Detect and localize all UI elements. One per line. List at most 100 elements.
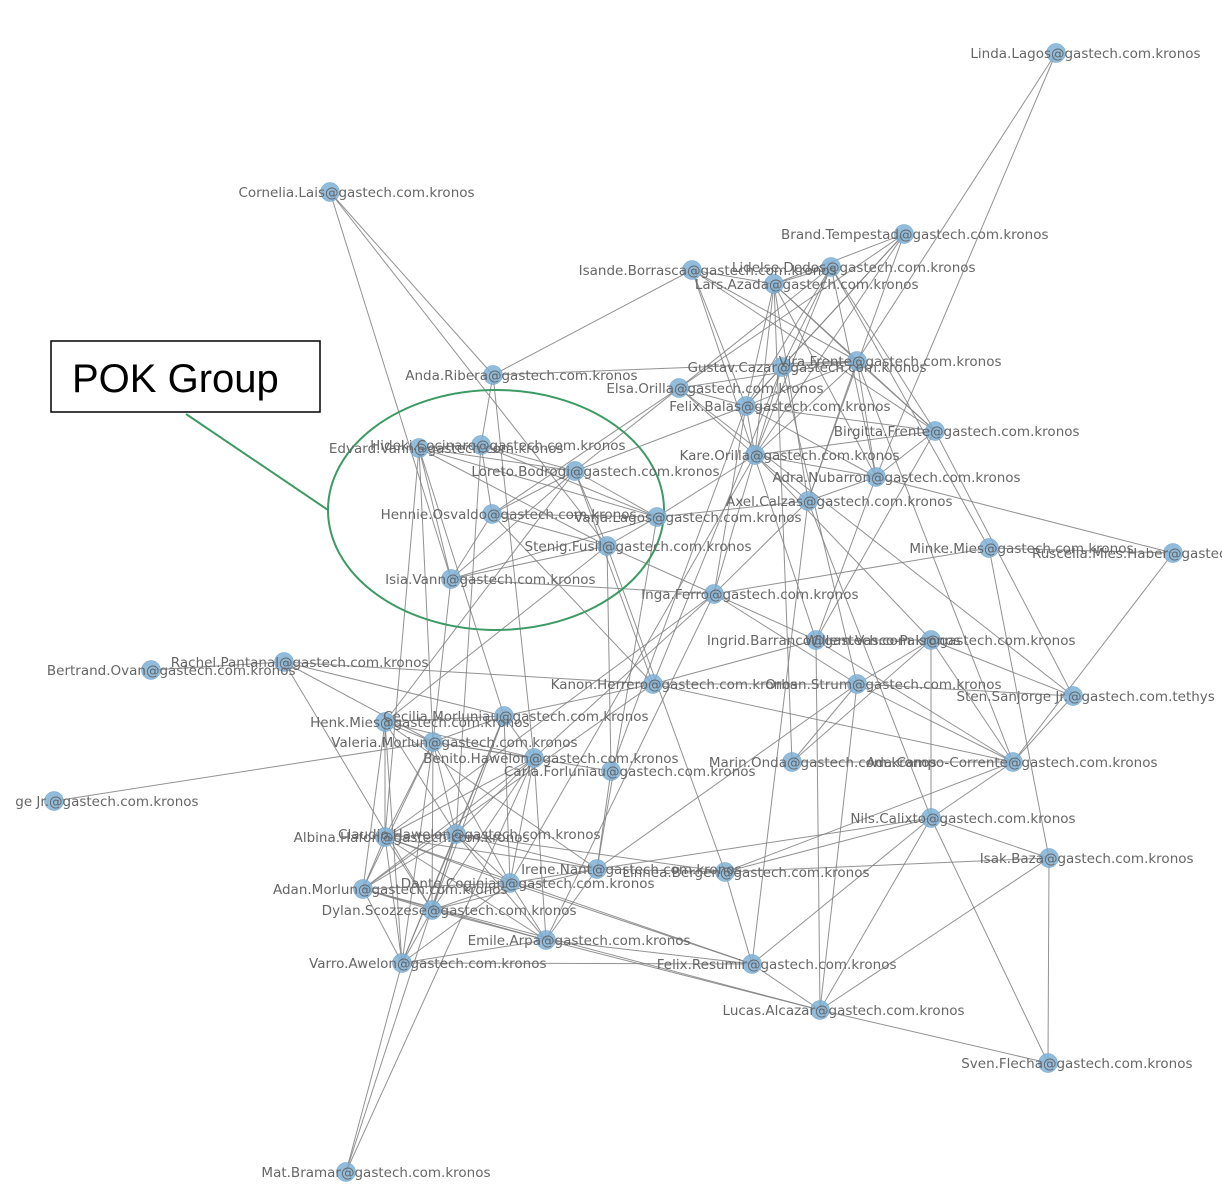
node-lars_azada[interactable]: [764, 274, 784, 294]
node-label-felix_balas: Felix.Balas@gastech.com.kronos: [669, 399, 890, 415]
edge-hennie_osvaldo-kanon_herrero: [491, 513, 654, 685]
node-loreto_bodrogi[interactable]: [565, 461, 585, 481]
edge-isak_baza-sven_flecha: [1047, 857, 1050, 1064]
edge-valeria_morlun-claudio_hawelon: [432, 741, 457, 835]
node-linda_lagos[interactable]: [1046, 43, 1066, 63]
edge-gustav_cazar-vira_frente: [781, 360, 858, 368]
edge-cecilia_morluniau-dylan_scozzese: [431, 715, 505, 911]
edge-ingrid_barranco-ada_campo_corrente: [815, 639, 1014, 763]
node-birgitta_frente[interactable]: [925, 421, 945, 441]
node-inga_ferro[interactable]: [704, 584, 724, 604]
node-ruscella_mies_haber[interactable]: [1163, 543, 1183, 563]
node-label-sven_flecha: Sven.Flecha@gastech.com.kronos: [961, 1056, 1192, 1072]
node-valeria_morlun[interactable]: [423, 732, 443, 752]
node-isak_baza[interactable]: [1039, 848, 1059, 868]
node-ada_campo_corrente[interactable]: [1003, 752, 1023, 772]
edge-inga_ferro-orhan_strum: [713, 593, 858, 685]
node-label-nils_calixto: Nils.Calixto@gastech.com.kronos: [850, 811, 1075, 827]
node-emile_arpa[interactable]: [536, 930, 556, 950]
node-felix_resumir[interactable]: [742, 954, 762, 974]
node-kare_orilla[interactable]: [745, 445, 765, 465]
node-cecilia_morluniau[interactable]: [494, 706, 514, 726]
edge-valeria_morlun-carla_forluniau: [432, 741, 612, 772]
edge-benito_hawelon-albina_hafon: [384, 757, 535, 838]
edge-benito_hawelon-claudio_hawelon: [455, 757, 535, 835]
node-dante_coginian[interactable]: [500, 873, 520, 893]
node-hideki_cocinaro[interactable]: [471, 435, 491, 455]
node-orhan_strum[interactable]: [847, 674, 867, 694]
node-irene_nant[interactable]: [587, 859, 607, 879]
node-sven_flecha[interactable]: [1038, 1053, 1058, 1073]
node-adra_nubarron[interactable]: [866, 467, 886, 487]
node-henk_mies[interactable]: [375, 712, 395, 732]
edge-edvard_vann-hideki_cocinaro: [418, 444, 482, 449]
node-linnea_bergen[interactable]: [715, 862, 735, 882]
node-label-edvard_vann: Edvard.Vann@gastech.com.kronos: [329, 441, 564, 457]
node-gustav_cazar[interactable]: [772, 357, 792, 377]
node-isande_borrasca[interactable]: [682, 260, 702, 280]
node-bertrand_ovan[interactable]: [141, 660, 161, 680]
node-hennie_osvaldo[interactable]: [482, 504, 502, 524]
node-sten_sanjorge_tethys[interactable]: [1063, 686, 1083, 706]
edge-birgitta_frente-adra_nubarron: [875, 430, 936, 478]
node-label-adan_morlun: Adan.Morlun@gastech.com.kronos: [273, 882, 508, 898]
node-mat_bramar[interactable]: [336, 1162, 356, 1182]
node-lucas_alcazar[interactable]: [810, 1000, 830, 1020]
node-cornelia_lais[interactable]: [320, 182, 340, 202]
node-label-carla_forluniau: Carla.Forluniau@gastech.com.kronos: [504, 764, 756, 780]
node-kanon_herrero[interactable]: [643, 674, 663, 694]
edge-mat_bramar-claudio_hawelon: [345, 833, 457, 1173]
edge-benito_hawelon-mat_bramar: [345, 757, 535, 1173]
node-lidelse_dedos[interactable]: [821, 257, 841, 277]
node-label-axel_calzas: Axel.Calzas@gastech.com.kronos: [726, 494, 953, 510]
edge-rachel_pantanal-kanon_herrero: [283, 661, 654, 685]
edge-loreto_bodrogi-hennie_osvaldo: [491, 470, 576, 515]
node-adan_morlun[interactable]: [353, 879, 373, 899]
node-vira_frente[interactable]: [847, 351, 867, 371]
node-sten_sanjorge_kronos[interactable]: [44, 791, 64, 811]
node-label-mat_bramar: Mat.Bramar@gastech.com.kronos: [261, 1165, 490, 1181]
edge-benito_hawelon-emile_arpa: [533, 757, 547, 941]
labels-layer: Linda.Lagos@gastech.com.kronos Cornelia.L…: [15, 46, 1222, 1181]
edge-irene_nant-nils_calixto: [596, 817, 932, 870]
node-axel_calzas[interactable]: [798, 491, 818, 511]
node-varja_lagos[interactable]: [647, 507, 667, 527]
node-albina_hafon[interactable]: [375, 827, 395, 847]
edge-lidelse_dedos-birgitta_frente: [830, 266, 936, 432]
edge-orhan_strum-sten_sanjorge_tethys: [856, 683, 1074, 697]
node-edvard_vann[interactable]: [409, 438, 429, 458]
node-marin_onda[interactable]: [782, 752, 802, 772]
edge-rachel_pantanal-valeria_morlun: [283, 661, 434, 743]
node-dylan_scozzese[interactable]: [422, 900, 442, 920]
node-label-cecilia_morluniau: Cecilia.Morluniau@gastech.com.kronos: [383, 709, 648, 725]
node-label-willem_vasco_pais: Willem.Vasco-Pais@gastech.com.kronos: [805, 633, 1076, 649]
node-label-henk_mies: Henk.Mies@gastech.com.kronos: [310, 715, 529, 731]
edge-hennie_osvaldo-isia_vann: [450, 513, 493, 580]
node-benito_hawelon[interactable]: [524, 748, 544, 768]
node-claudio_hawelon[interactable]: [446, 824, 466, 844]
edge-isande_borrasca-anda_ribera: [492, 269, 693, 376]
node-carla_forluniau[interactable]: [601, 761, 621, 781]
edge-henk_mies-cecilia_morluniau: [384, 715, 505, 723]
edge-vira_frente-adra_nubarron: [856, 360, 877, 478]
node-varro_awelon[interactable]: [392, 953, 412, 973]
node-rachel_pantanal[interactable]: [274, 652, 294, 672]
node-stenig_fusil[interactable]: [597, 536, 617, 556]
node-label-rachel_pantanal: Rachel.Pantanal@gastech.com.kronos: [171, 655, 429, 671]
edge-hennie_osvaldo-varja_lagos: [491, 513, 658, 518]
edge-irene_nant-dante_coginian: [509, 868, 598, 884]
node-anda_ribera[interactable]: [483, 365, 503, 385]
node-ingrid_barranco[interactable]: [806, 630, 826, 650]
node-felix_balas[interactable]: [736, 396, 756, 416]
edge-inga_ferro-benito_hawelon: [533, 593, 715, 759]
node-brand_tempestad[interactable]: [894, 224, 914, 244]
edge-vira_frente-birgitta_frente: [856, 360, 936, 432]
node-willem_vasco_pais[interactable]: [921, 630, 941, 650]
node-nils_calixto[interactable]: [921, 808, 941, 828]
node-label-inga_ferro: Inga.Ferro@gastech.com.kronos: [641, 587, 858, 603]
node-minke_mies[interactable]: [979, 538, 999, 558]
edge-albina_hafon-irene_nant: [384, 836, 598, 870]
edge-lars_azada-axel_calzas: [773, 283, 809, 502]
node-isia_vann[interactable]: [441, 569, 461, 589]
node-elsa_orilla[interactable]: [669, 378, 689, 398]
